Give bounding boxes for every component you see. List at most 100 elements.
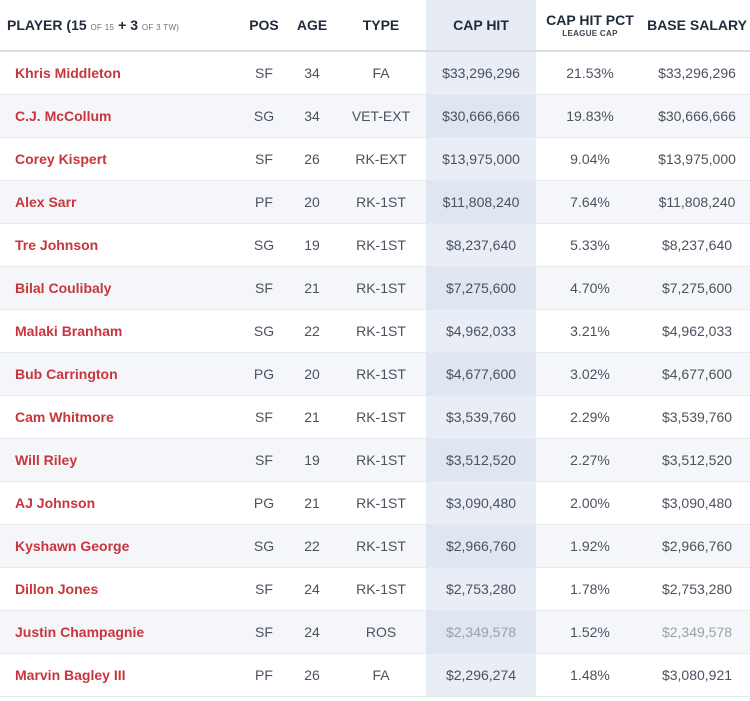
position-cell: SF	[240, 610, 288, 654]
age-cell: 19	[288, 223, 336, 267]
table-row: Marvin Bagley III PF 26 FA $2,296,274 1.…	[0, 653, 750, 697]
contract-type-cell: RK-EXT	[336, 137, 426, 181]
table-row: Bilal Coulibaly SF 21 RK-1ST $7,275,600 …	[0, 266, 750, 310]
contract-type-cell: RK-1ST	[336, 266, 426, 310]
contract-type-cell: ROS	[336, 610, 426, 654]
col-header-pos[interactable]: POS	[240, 0, 288, 52]
player-name-link[interactable]: C.J. McCollum	[0, 94, 240, 138]
cap-hit-cell: $11,808,240	[426, 180, 536, 224]
two-way-count-of: OF 3 TW)	[141, 23, 180, 32]
contract-type-cell: RK-1ST	[336, 395, 426, 439]
player-name-link[interactable]: Kyshawn George	[0, 524, 240, 568]
contract-type-cell: RK-1ST	[336, 352, 426, 396]
contract-type-cell: RK-1ST	[336, 309, 426, 353]
table-header-row: PLAYER (15 OF 15 + 3 OF 3 TW) POS AGE TY…	[0, 0, 750, 52]
player-name-link[interactable]: Khris Middleton	[0, 51, 240, 95]
contract-type-cell: RK-1ST	[336, 223, 426, 267]
roster-count-of: OF 15	[90, 23, 115, 32]
roster-count-open: (15	[66, 17, 87, 33]
position-cell: PF	[240, 180, 288, 224]
age-cell: 20	[288, 180, 336, 224]
cap-hit-pct-cell: 1.52%	[536, 610, 644, 654]
player-header-label: PLAYER	[7, 17, 63, 33]
age-cell: 26	[288, 653, 336, 697]
table-row: Cam Whitmore SF 21 RK-1ST $3,539,760 2.2…	[0, 395, 750, 439]
base-salary-cell: $4,962,033	[644, 309, 750, 353]
base-salary-cell: $4,677,600	[644, 352, 750, 396]
contract-type-cell: RK-1ST	[336, 567, 426, 611]
base-salary-cell: $7,275,600	[644, 266, 750, 310]
table-row: Tre Johnson SG 19 RK-1ST $8,237,640 5.33…	[0, 223, 750, 267]
age-cell: 34	[288, 51, 336, 95]
player-name-link[interactable]: Cam Whitmore	[0, 395, 240, 439]
contract-type-cell: VET-EXT	[336, 94, 426, 138]
cap-hit-cell: $8,237,640	[426, 223, 536, 267]
cap-hit-pct-cell: 1.78%	[536, 567, 644, 611]
player-name-link[interactable]: Dillon Jones	[0, 567, 240, 611]
age-cell: 24	[288, 610, 336, 654]
cap-hit-pct-cell: 19.83%	[536, 94, 644, 138]
base-salary-cell: $33,296,296	[644, 51, 750, 95]
two-way-count: + 3	[118, 17, 139, 33]
age-cell: 22	[288, 524, 336, 568]
cap-hit-cell: $13,975,000	[426, 137, 536, 181]
base-salary-cell: $11,808,240	[644, 180, 750, 224]
cap-hit-pct-cell: 2.00%	[536, 481, 644, 525]
col-header-type[interactable]: TYPE	[336, 0, 426, 52]
col-header-player[interactable]: PLAYER (15 OF 15 + 3 OF 3 TW)	[0, 0, 240, 52]
position-cell: SF	[240, 395, 288, 439]
cap-hit-pct-cell: 9.04%	[536, 137, 644, 181]
position-cell: SF	[240, 438, 288, 482]
table-row: Khris Middleton SF 34 FA $33,296,296 21.…	[0, 51, 750, 95]
table-row: Bub Carrington PG 20 RK-1ST $4,677,600 3…	[0, 352, 750, 396]
col-header-age[interactable]: AGE	[288, 0, 336, 52]
player-name-link[interactable]: Marvin Bagley III	[0, 653, 240, 697]
position-cell: PF	[240, 653, 288, 697]
base-salary-cell: $3,080,921	[644, 653, 750, 697]
cap-hit-cell: $30,666,666	[426, 94, 536, 138]
age-cell: 24	[288, 567, 336, 611]
cap-hit-cell: $7,275,600	[426, 266, 536, 310]
table-row: Alex Sarr PF 20 RK-1ST $11,808,240 7.64%…	[0, 180, 750, 224]
table-row: Will Riley SF 19 RK-1ST $3,512,520 2.27%…	[0, 438, 750, 482]
cap-hit-pct-cell: 1.92%	[536, 524, 644, 568]
league-cap-sublabel: LEAGUE CAP	[562, 29, 618, 38]
table-row: Kyshawn George SG 22 RK-1ST $2,966,760 1…	[0, 524, 750, 568]
player-name-link[interactable]: Justin Champagnie	[0, 610, 240, 654]
player-name-link[interactable]: Corey Kispert	[0, 137, 240, 181]
position-cell: SG	[240, 94, 288, 138]
position-cell: SF	[240, 567, 288, 611]
table-row: Justin Champagnie SF 24 ROS $2,349,578 1…	[0, 610, 750, 654]
base-salary-cell: $30,666,666	[644, 94, 750, 138]
base-salary-cell: $3,539,760	[644, 395, 750, 439]
cap-hit-pct-cell: 2.29%	[536, 395, 644, 439]
position-cell: PG	[240, 481, 288, 525]
age-cell: 21	[288, 266, 336, 310]
cap-hit-cell: $4,677,600	[426, 352, 536, 396]
cap-hit-pct-cell: 7.64%	[536, 180, 644, 224]
player-name-link[interactable]: Tre Johnson	[0, 223, 240, 267]
player-name-link[interactable]: Will Riley	[0, 438, 240, 482]
player-name-link[interactable]: Bilal Coulibaly	[0, 266, 240, 310]
table-row: Corey Kispert SF 26 RK-EXT $13,975,000 9…	[0, 137, 750, 181]
col-header-cap-hit-pct[interactable]: CAP HIT PCT LEAGUE CAP	[536, 0, 644, 52]
table-row: AJ Johnson PG 21 RK-1ST $3,090,480 2.00%…	[0, 481, 750, 525]
base-salary-cell: $2,349,578	[644, 610, 750, 654]
cap-hit-cell: $4,962,033	[426, 309, 536, 353]
cap-hit-pct-cell: 1.48%	[536, 653, 644, 697]
cap-hit-pct-cell: 5.33%	[536, 223, 644, 267]
player-name-link[interactable]: Alex Sarr	[0, 180, 240, 224]
player-name-link[interactable]: Bub Carrington	[0, 352, 240, 396]
contract-type-cell: FA	[336, 51, 426, 95]
col-header-cap-hit[interactable]: CAP HIT	[426, 0, 536, 52]
table-body: Khris Middleton SF 34 FA $33,296,296 21.…	[0, 51, 750, 697]
cap-hit-cell: $2,349,578	[426, 610, 536, 654]
col-header-base-salary[interactable]: BASE SALARY	[644, 0, 750, 52]
age-cell: 22	[288, 309, 336, 353]
age-cell: 19	[288, 438, 336, 482]
cap-hit-pct-cell: 3.21%	[536, 309, 644, 353]
player-name-link[interactable]: AJ Johnson	[0, 481, 240, 525]
player-name-link[interactable]: Malaki Branham	[0, 309, 240, 353]
contract-type-cell: RK-1ST	[336, 524, 426, 568]
